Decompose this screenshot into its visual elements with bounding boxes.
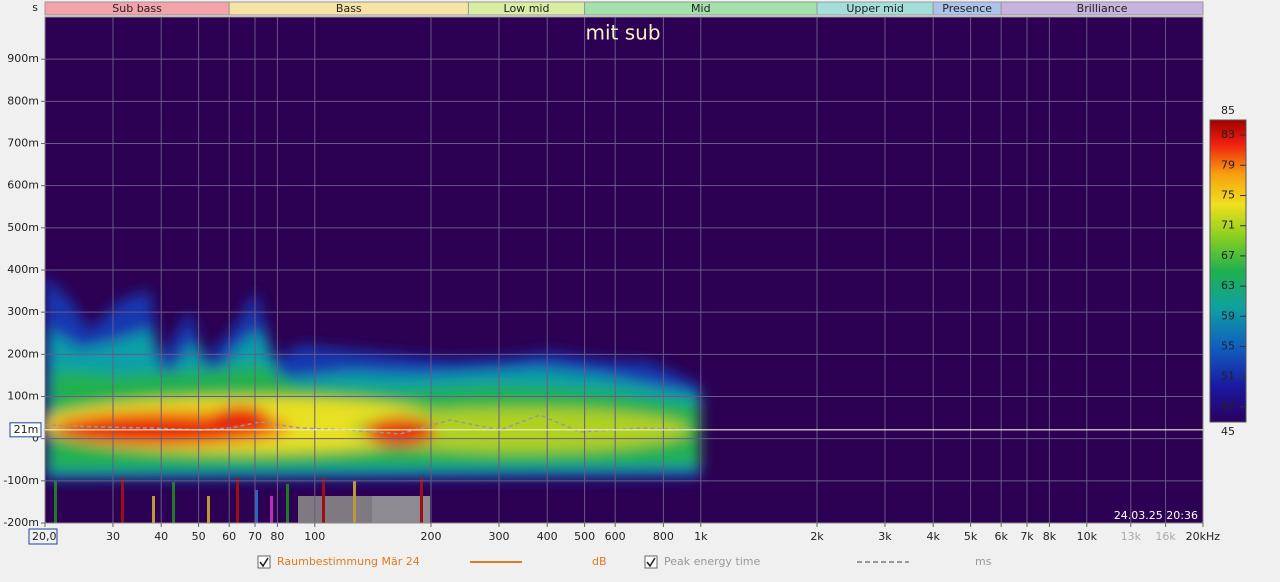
x-tick-label: 20,0 [32,530,57,543]
x-tick-label: 30 [106,530,120,543]
cursor-box [9,422,42,438]
colorbar-label: 79 [1221,158,1235,171]
y-tick-label: 0 [32,432,39,445]
colorbar-label: 45 [1221,425,1235,438]
band-label: Presence [942,2,992,15]
legend-unit: ms [975,555,992,568]
colorbar-label: 85 [1221,104,1235,117]
y-tick-label: 500m [7,221,39,234]
x-tick-label: 5k [964,530,978,543]
x-tick-label: 10k [1077,530,1098,543]
y-unit: s [32,1,38,14]
x-start-box [28,528,58,545]
legend-checkbox [257,555,271,569]
y-tick-label: 200m [7,347,39,360]
legend-check [646,557,656,568]
y-tick-label: -200m [3,516,39,529]
legend-checkbox [644,555,658,569]
colorbar-label: 47 [1221,400,1235,413]
x-tick-label: 80 [270,530,284,543]
x-tick-label: 16k [1155,530,1176,543]
y-tick-label: 400m [7,263,39,276]
y-tick-label: 600m [7,179,39,192]
x-tick-label: 3k [878,530,892,543]
x-tick-label: 8k [1043,530,1057,543]
band-label: Sub bass [112,2,162,15]
colorbar-label: 63 [1221,279,1235,292]
cursor-label: 21m [14,423,39,436]
band-label: Brilliance [1077,2,1128,15]
x-tick-label: 600 [605,530,626,543]
colorbar-label: 71 [1221,219,1235,232]
colorbar-label: 51 [1221,370,1235,383]
x-tick-label: 40 [154,530,168,543]
x-tick-label: 6k [994,530,1008,543]
y-tick-label: 900m [7,52,39,65]
x-tick-label: 13k [1121,530,1142,543]
chart-title: mit sub [585,21,660,45]
legend-check [259,557,269,568]
band-label: Bass [336,2,362,15]
y-tick-label: 700m [7,137,39,150]
colorbar-label: 67 [1221,249,1235,262]
y-tick-label: 800m [7,94,39,107]
x-tick-label: 7k [1020,530,1034,543]
band [1000,1,1204,16]
timestamp: 24.03.25 20:36 [1114,509,1198,522]
x-tick-label: 100 [304,530,325,543]
band-label: Low mid [504,2,550,15]
x-tick-label: 400 [537,530,558,543]
legend-name: Peak energy time [664,555,761,568]
legend-unit: dB [592,555,607,568]
band-label: Upper mid [846,2,904,15]
x-tick-label: 20kHz [1186,530,1221,543]
x-tick-label: 50 [192,530,206,543]
y-tick-label: 300m [7,305,39,318]
x-tick-label: 1k [694,530,708,543]
x-tick-label: 800 [653,530,674,543]
legend-name: Raumbestimmung Mär 24 [277,555,420,568]
colorbar-label: 83 [1221,128,1235,141]
x-tick-label: 70 [248,530,262,543]
x-tick-label: 200 [421,530,442,543]
band-label: Mid [691,2,711,15]
colorbar-label: 55 [1221,340,1235,353]
y-tick-label: 100m [7,390,39,403]
colorbar-label: 75 [1221,189,1235,202]
x-tick-label: 60 [222,530,236,543]
y-tick-label: -100m [3,474,39,487]
x-tick-label: 300 [488,530,509,543]
x-tick-label: 500 [574,530,595,543]
x-tick-label: 2k [810,530,824,543]
x-tick-label: 4k [927,530,941,543]
colorbar-label: 59 [1221,309,1235,322]
colorbar [1209,119,1247,423]
